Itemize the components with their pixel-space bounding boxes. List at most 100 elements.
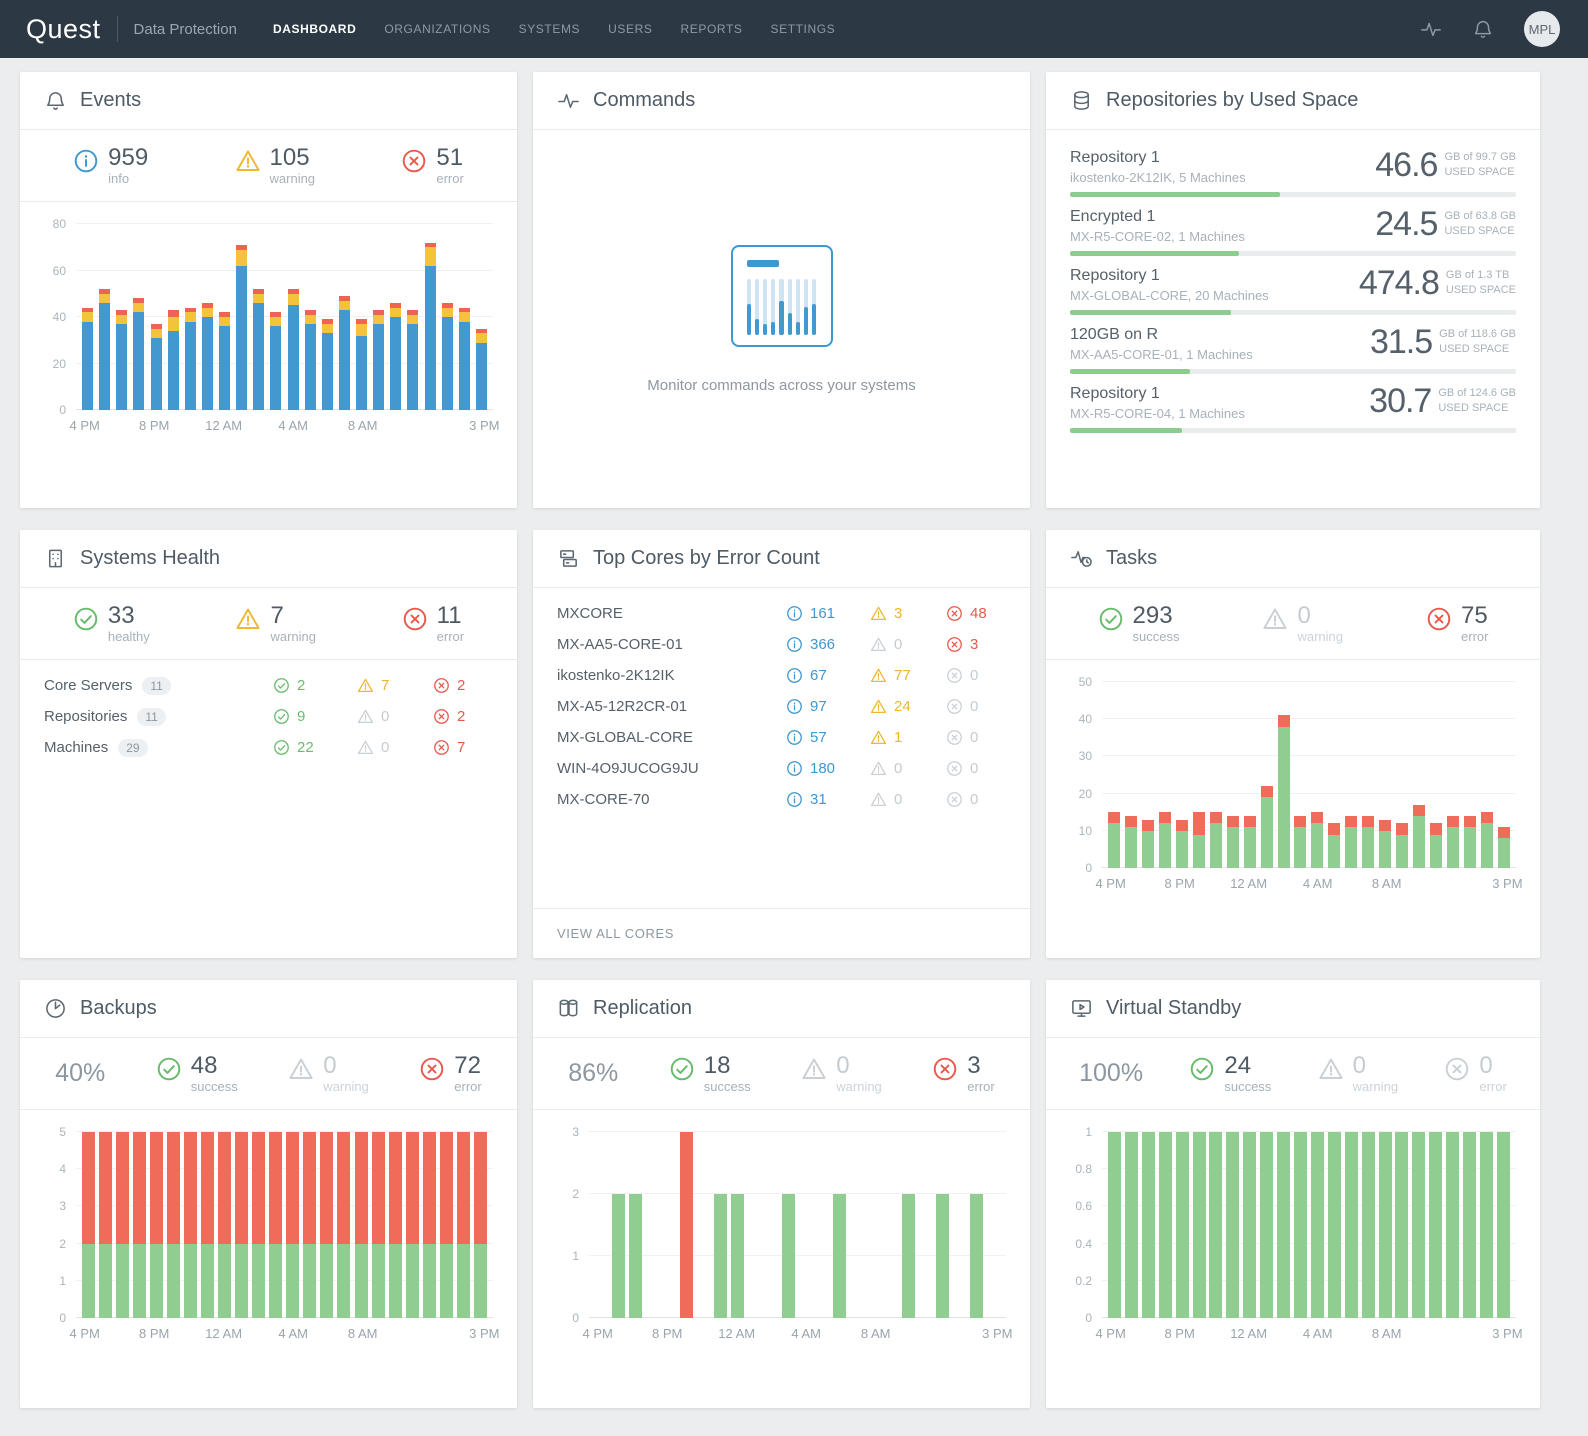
x-axis-tick: 4 PM — [70, 1326, 100, 1341]
chart-bar — [1176, 682, 1188, 868]
avatar[interactable]: MPL — [1524, 11, 1560, 47]
chart-bar — [151, 224, 162, 410]
chart-bar — [1429, 1132, 1442, 1318]
group-name: Repositories — [44, 708, 127, 725]
chart-bar — [339, 224, 350, 410]
warning-icon — [357, 677, 374, 694]
core-row[interactable]: WIN-4O9JUCOG9JU18000 — [557, 753, 1006, 784]
error-count: 3 — [970, 636, 978, 653]
stat-value: 3 — [967, 1053, 994, 1078]
y-axis-tick: 60 — [32, 264, 66, 278]
activity-icon[interactable] — [1420, 18, 1442, 40]
y-axis-tick: 5 — [32, 1125, 66, 1139]
error-icon — [1444, 1056, 1470, 1082]
stat-value: 105 — [270, 145, 316, 170]
y-axis-tick: 0 — [545, 1311, 579, 1325]
core-row[interactable]: MXCORE161348 — [557, 598, 1006, 629]
x-axis-tick: 3 PM — [469, 418, 499, 433]
core-row[interactable]: MX-A5-12R2CR-0197240 — [557, 691, 1006, 722]
success-icon — [669, 1056, 695, 1082]
events-chart: 0204060804 PM8 PM12 AM4 AM8 AM3 PM — [76, 224, 493, 436]
chart-bar — [457, 1132, 470, 1318]
stat-warning: 105warning — [235, 145, 316, 185]
chart-bar — [1480, 1132, 1493, 1318]
systems-health-row[interactable]: Repositories11902 — [44, 701, 493, 732]
warning-icon — [357, 739, 374, 756]
info-count: 180 — [810, 760, 835, 777]
x-axis-tick: 8 PM — [1164, 1326, 1194, 1341]
warning-icon — [288, 1056, 314, 1082]
count-badge: 11 — [137, 708, 165, 726]
database-icon — [1070, 89, 1093, 112]
core-row[interactable]: ikostenko-2K12IK67770 — [557, 660, 1006, 691]
success-icon — [156, 1056, 182, 1082]
warning-icon — [870, 636, 887, 653]
repository-row[interactable]: Repository 1ikostenko-2K12IK, 5 Machines… — [1070, 138, 1516, 197]
stat-label: info — [108, 171, 148, 186]
repository-row[interactable]: Repository 1MX-R5-CORE-04, 1 Machines30.… — [1070, 374, 1516, 433]
chart-bar — [919, 1132, 932, 1318]
card-events: Events 959info105warning51error 02040608… — [20, 72, 517, 508]
chart-bar — [116, 224, 127, 410]
card-tasks-header: Tasks — [1046, 530, 1540, 588]
chart-bar — [1108, 682, 1120, 868]
nav-link-systems[interactable]: SYSTEMS — [519, 22, 581, 36]
error-count: 0 — [970, 760, 978, 777]
card-virtual-standby: Virtual Standby 100%24success0warning0er… — [1046, 980, 1540, 1408]
info-count: 67 — [810, 667, 827, 684]
used-space-bar — [1070, 428, 1516, 433]
x-axis-tick: 8 AM — [861, 1326, 891, 1341]
card-replication: Replication 86%18success0warning3error 0… — [533, 980, 1030, 1408]
spacer — [533, 815, 1030, 908]
repository-row[interactable]: Repository 1MX-GLOBAL-CORE, 20 Machines4… — [1070, 256, 1516, 315]
systems-health-stats: 33healthy7warning11error — [20, 588, 517, 660]
chart-bar — [1463, 1132, 1476, 1318]
chart-bar — [629, 1132, 642, 1318]
nav-link-reports[interactable]: REPORTS — [680, 22, 742, 36]
brand-logo[interactable]: Quest — [26, 14, 101, 45]
stat-value: 959 — [108, 145, 148, 170]
card-backups: Backups 40%48success0warning72error 0123… — [20, 980, 517, 1408]
chart-bar — [440, 1132, 453, 1318]
systems-health-row[interactable]: Core Servers11272 — [44, 670, 493, 701]
nav-link-settings[interactable]: SETTINGS — [770, 22, 835, 36]
chart-bar — [253, 224, 264, 410]
stat-success: 24success — [1189, 1053, 1271, 1093]
chart-bar — [82, 224, 93, 410]
bell-icon[interactable] — [1472, 18, 1494, 40]
y-axis-tick: 30 — [1058, 749, 1092, 763]
nav-link-dashboard[interactable]: DASHBOARD — [273, 22, 356, 36]
view-all-cores-link[interactable]: VIEW ALL CORES — [533, 908, 1030, 958]
core-row[interactable]: MX-GLOBAL-CORE5710 — [557, 722, 1006, 753]
stat-label: healthy — [108, 629, 150, 644]
warning-count: 0 — [894, 760, 902, 777]
illustration-bar — [763, 279, 767, 335]
core-row[interactable]: MX-CORE-703100 — [557, 784, 1006, 815]
card-title: Commands — [593, 89, 695, 112]
y-axis-tick: 0 — [1058, 861, 1092, 875]
card-title: Backups — [80, 997, 157, 1020]
y-axis-tick: 20 — [32, 357, 66, 371]
stat-label: warning — [270, 171, 316, 186]
chart-bar — [953, 1132, 966, 1318]
x-axis-tick: 4 PM — [1095, 876, 1125, 891]
error-count: 48 — [970, 605, 987, 622]
illustration-bar — [812, 279, 816, 335]
repository-name: Repository 1 — [1070, 384, 1245, 404]
nav-link-organizations[interactable]: ORGANIZATIONS — [384, 22, 490, 36]
illustration-title-bar — [747, 260, 779, 267]
chart-bar — [850, 1132, 863, 1318]
illustration-bar — [788, 279, 792, 335]
chart-bar — [936, 1132, 949, 1318]
stat-label: success — [704, 1079, 751, 1094]
chart-bar — [714, 1132, 727, 1318]
chart-bar — [1125, 1132, 1138, 1318]
repository-row[interactable]: Encrypted 1MX-R5-CORE-02, 1 Machines24.5… — [1070, 197, 1516, 256]
systems-health-row[interactable]: Machines292207 — [44, 732, 493, 763]
stat-value: 51 — [436, 145, 463, 170]
core-row[interactable]: MX-AA5-CORE-0136603 — [557, 629, 1006, 660]
stat-success: 48success — [156, 1053, 238, 1093]
stat-value: 0 — [1479, 1053, 1506, 1078]
nav-link-users[interactable]: USERS — [608, 22, 652, 36]
repository-row[interactable]: 120GB on RMX-AA5-CORE-01, 1 Machines31.5… — [1070, 315, 1516, 374]
